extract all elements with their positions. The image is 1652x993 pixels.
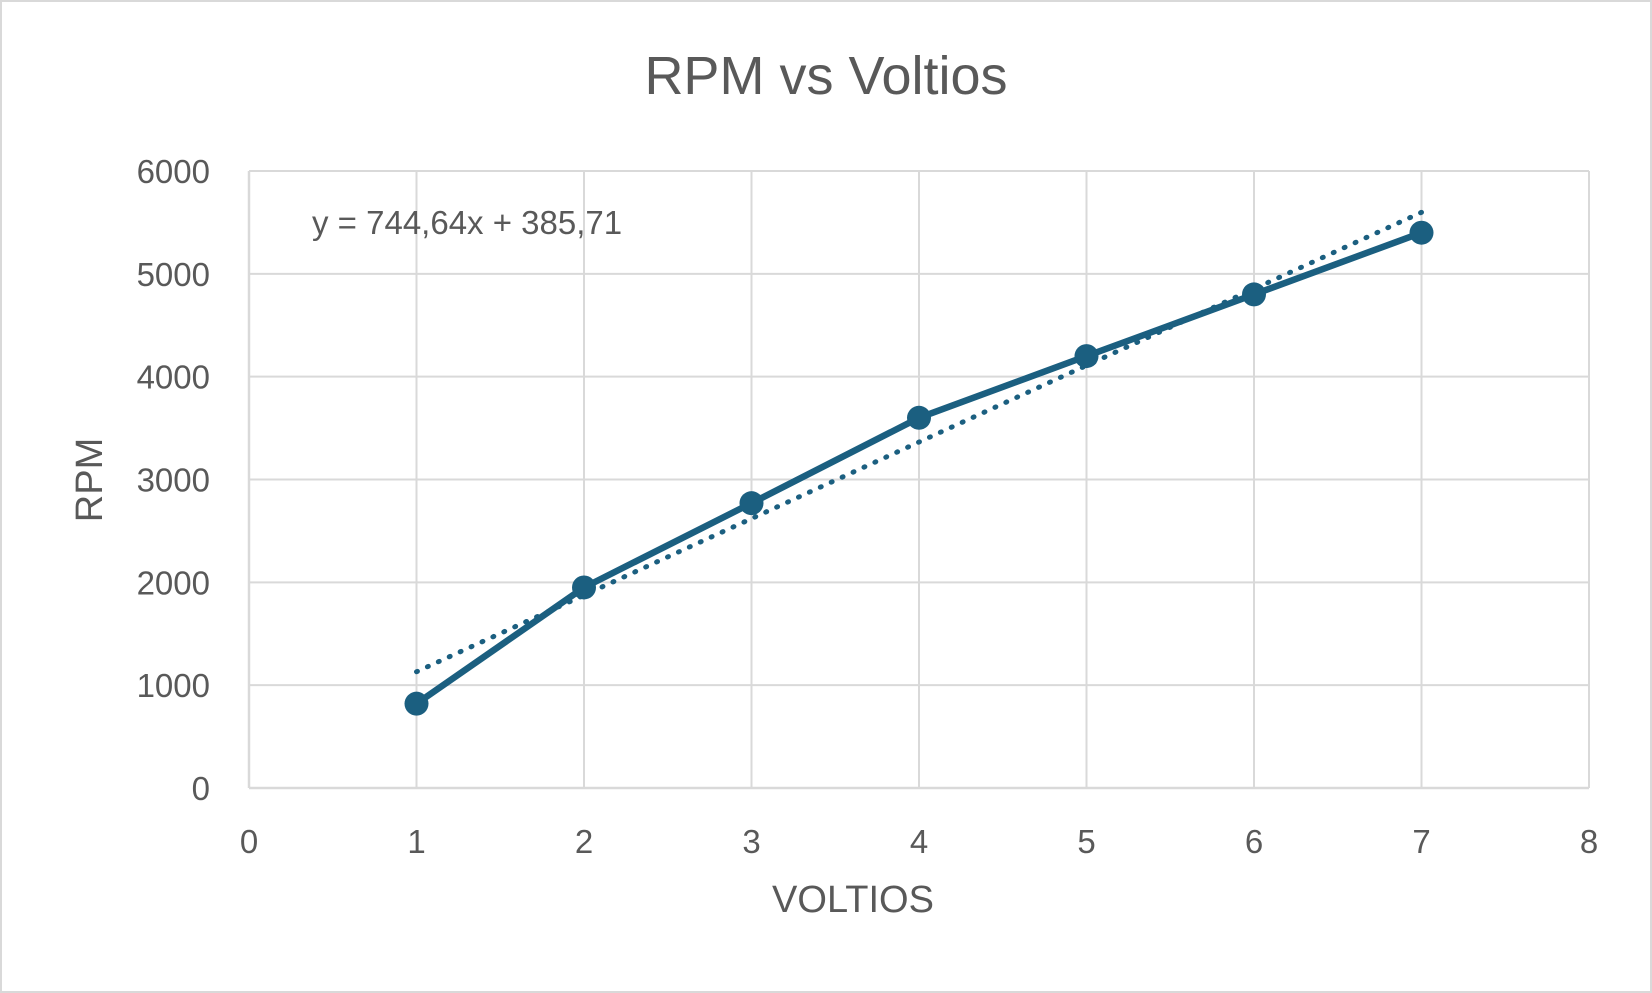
y-tick-label: 5000 (137, 256, 210, 293)
x-tick-label: 5 (1077, 823, 1095, 860)
trendline-equation: y = 744,64x + 385,71 (312, 204, 622, 241)
y-tick-label: 1000 (137, 667, 210, 704)
series-layer (404, 220, 1434, 716)
grid-lines (249, 170, 1590, 788)
y-tick-label: 4000 (137, 359, 210, 396)
data-point (907, 405, 931, 430)
trendline (414, 209, 1424, 675)
x-tick-label: 0 (240, 823, 258, 860)
x-tick-label: 8 (1580, 823, 1598, 860)
x-tick-label: 4 (910, 823, 928, 860)
y-tick-labels: 0 1000 2000 3000 4000 5000 6000 (137, 153, 210, 807)
y-tick-label: 3000 (137, 462, 210, 499)
y-axis-title: RPM (69, 438, 111, 522)
x-axis-title: VOLTIOS (772, 879, 934, 921)
x-tick-label: 1 (407, 823, 425, 860)
data-point (404, 691, 429, 716)
trendline-layer (414, 209, 1424, 675)
y-tick-label: 6000 (137, 153, 210, 190)
axes (247, 171, 1589, 790)
data-point (739, 491, 764, 516)
x-tick-label: 3 (742, 823, 760, 860)
x-tick-label: 6 (1245, 823, 1263, 860)
data-point (1074, 344, 1099, 369)
x-tick-label: 2 (575, 823, 593, 860)
x-tick-label: 7 (1412, 823, 1430, 860)
y-tick-label: 2000 (137, 564, 210, 601)
chart-title: RPM vs Voltios (644, 46, 1007, 106)
data-point (1242, 282, 1266, 307)
data-point (1409, 220, 1434, 245)
data-point (572, 575, 596, 600)
x-tick-labels: 0 1 2 3 4 5 6 7 8 (240, 823, 1598, 860)
y-tick-label: 0 (192, 770, 210, 807)
